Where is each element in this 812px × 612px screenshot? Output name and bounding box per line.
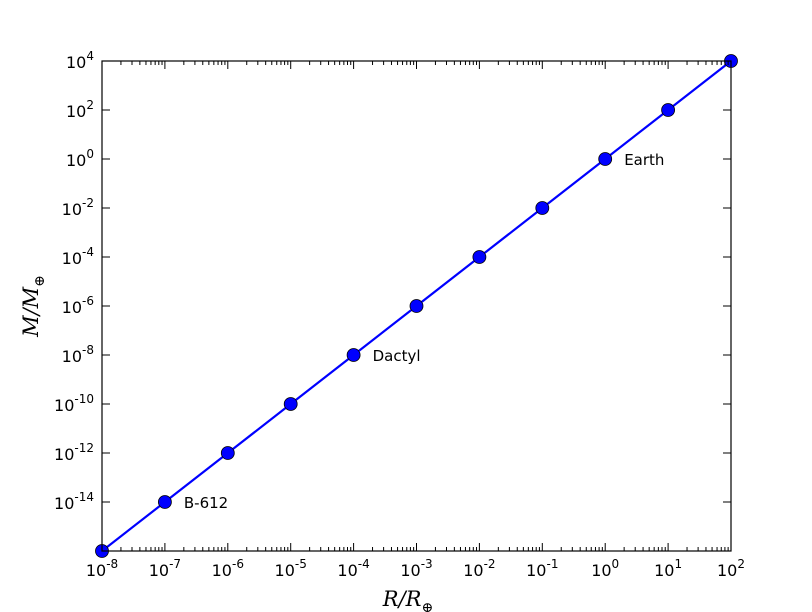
data-point <box>157 495 172 509</box>
x-tick-label: 10-5 <box>275 557 307 580</box>
x-tick-label: 10-2 <box>463 557 495 580</box>
annotation-label: Earth <box>624 151 664 169</box>
data-point <box>598 152 613 166</box>
x-tick-label: 10-8 <box>86 557 118 580</box>
data-point <box>220 446 235 460</box>
y-tick-label: 10-14 <box>54 490 94 513</box>
data-point <box>283 397 298 411</box>
annotation-label: Dactyl <box>373 347 421 365</box>
plot-area: B-612 Dactyl Earth <box>95 54 738 558</box>
x-tick-label: 10-3 <box>400 557 432 580</box>
x-tick-label: 10-6 <box>212 557 244 580</box>
x-tick-label: 10-7 <box>149 557 181 580</box>
y-tick-label: 10-10 <box>54 392 94 415</box>
x-tick-label: 100 <box>591 557 619 580</box>
annotation-label: B-612 <box>184 494 228 512</box>
y-tick-label: 10-8 <box>62 343 94 366</box>
y-tick-label: 10-6 <box>62 294 94 317</box>
x-tick-label: 102 <box>717 557 745 580</box>
x-tick-label: 10-4 <box>337 557 369 580</box>
x-tick-label: 10-1 <box>526 557 558 580</box>
data-point <box>535 201 550 215</box>
x-tick-label: 101 <box>654 557 682 580</box>
y-tick-label: 10-2 <box>62 196 94 219</box>
y-axis-label: M/M⊕ <box>19 275 48 338</box>
data-point <box>661 103 675 117</box>
data-point <box>409 299 424 313</box>
y-tick-label: 104 <box>66 49 94 72</box>
y-tick-label: 10-12 <box>54 441 94 464</box>
y-tick-label: 10-4 <box>62 245 94 268</box>
data-point <box>346 348 361 362</box>
ticks: 10-8 10-7 10-6 10-5 10-4 10-3 10-2 10-1 100 101 10… <box>54 49 745 580</box>
y-tick-label: 100 <box>66 147 94 170</box>
x-axis-label: R/R⊕ <box>382 587 433 612</box>
data-point <box>472 250 487 264</box>
y-tick-label: 102 <box>66 98 94 121</box>
